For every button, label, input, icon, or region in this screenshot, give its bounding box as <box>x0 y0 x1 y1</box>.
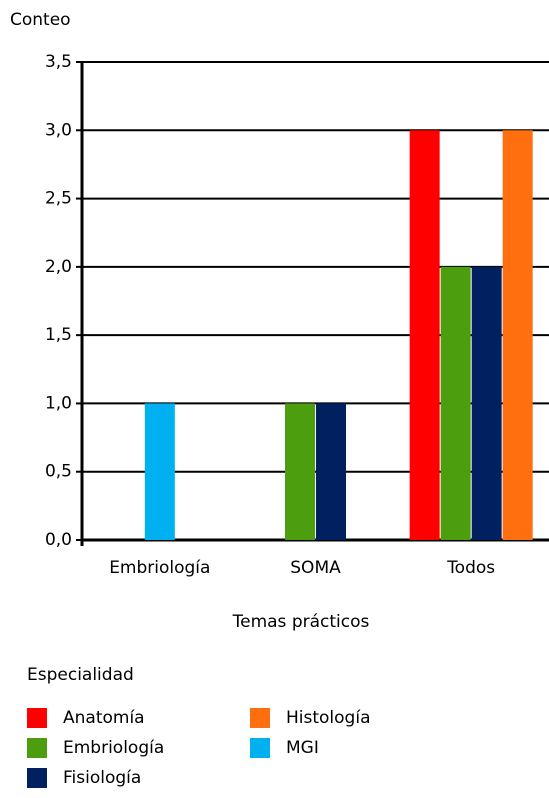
legend-swatch <box>250 738 270 758</box>
legend-swatch <box>27 738 47 758</box>
y-axis-label: Conteo <box>10 10 71 30</box>
x-axis-label: Temas prácticos <box>232 612 370 632</box>
bar <box>440 266 471 540</box>
x-tick-label: Embriología <box>109 558 210 578</box>
bar <box>502 130 533 541</box>
legend-swatch <box>250 708 270 728</box>
legend-swatch <box>27 708 47 728</box>
legend-swatch <box>27 768 47 788</box>
legend-label: Anatomía <box>63 708 145 728</box>
y-tick-label: 3,0 <box>45 120 72 140</box>
x-tick-label: Todos <box>446 558 495 578</box>
bar <box>144 403 175 540</box>
bar <box>471 266 502 540</box>
legend-label: Fisiología <box>63 768 141 788</box>
x-tick-label: SOMA <box>290 558 341 578</box>
y-tick-label: 0,0 <box>45 530 72 550</box>
y-tick-label: 1,0 <box>45 393 72 413</box>
y-tick-label: 1,5 <box>45 325 72 345</box>
y-tick-label: 2,5 <box>45 189 72 209</box>
legend-label: MGI <box>286 738 319 758</box>
bar <box>285 403 315 540</box>
legend-title: Especialidad <box>27 665 134 685</box>
bar <box>316 403 346 540</box>
legend-label: Embriología <box>63 738 164 758</box>
y-tick-label: 3,5 <box>45 52 72 72</box>
y-tick-label: 0,5 <box>45 462 72 482</box>
bar <box>409 130 440 541</box>
legend-label: Histología <box>286 708 371 728</box>
y-tick-label: 2,0 <box>45 257 72 277</box>
